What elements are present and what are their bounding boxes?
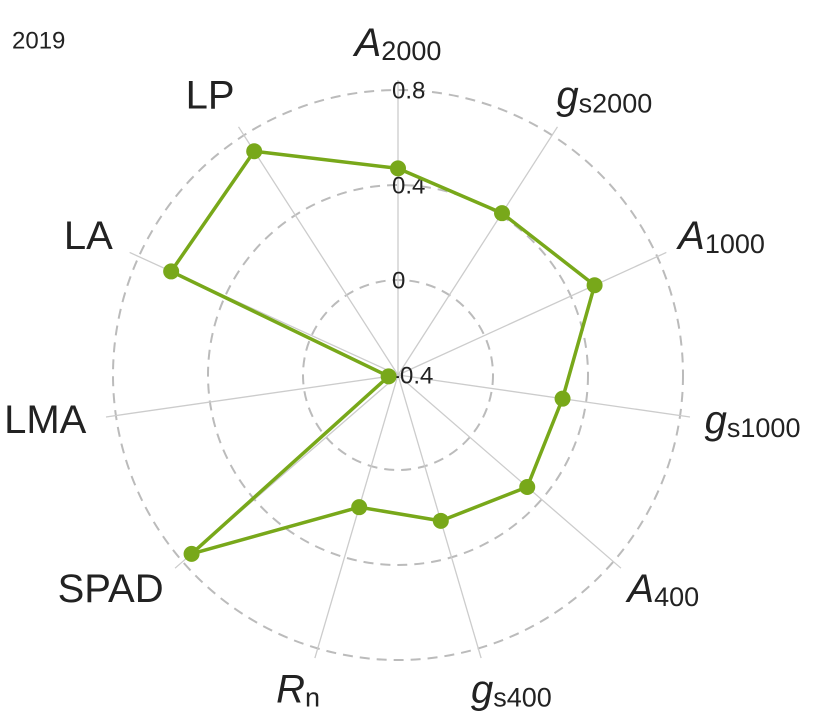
axis-label: gs1000 [705, 398, 801, 444]
data-point [183, 545, 200, 562]
data-point [432, 512, 449, 529]
data-point [163, 263, 180, 280]
axis-label-main: g [556, 73, 578, 117]
data-point [586, 277, 603, 294]
axis-label: LMA [4, 398, 87, 442]
data-point [554, 390, 571, 407]
axis-label: LA [64, 213, 113, 257]
axis-label: Rn [276, 667, 320, 713]
r-tick-label: -0.4 [392, 362, 433, 389]
axis-label: gs400 [471, 667, 552, 713]
axis-label-main: A [676, 213, 705, 257]
axis-label: SPAD [58, 567, 164, 611]
axis-label-main: LA [64, 213, 113, 257]
grid-circle [112, 89, 684, 661]
spoke [397, 374, 622, 569]
spoke [397, 126, 559, 376]
axis-label-main: SPAD [58, 567, 164, 611]
data-point [494, 205, 511, 222]
axis-label-main: R [276, 667, 305, 711]
spoke [397, 374, 691, 418]
axis-label: A400 [625, 567, 699, 613]
axis-label-sub: 1000 [705, 229, 765, 259]
axis-label-main: g [471, 667, 493, 711]
data-point [246, 143, 263, 160]
axis-label-sub: 400 [654, 582, 699, 612]
data-line [169, 149, 597, 556]
spoke [397, 251, 667, 376]
axis-label: LP [186, 73, 235, 117]
spoke [105, 374, 399, 418]
axis-label-main: A [353, 21, 382, 65]
data-point [351, 499, 368, 516]
axis-label-sub: n [305, 683, 320, 713]
r-tick-label: 0 [392, 267, 405, 294]
axis-label-main: g [705, 398, 727, 442]
r-tick-label: 0.8 [392, 77, 425, 104]
axis-label: A1000 [676, 213, 765, 259]
data-point [390, 160, 406, 177]
axis-label-main: LP [186, 73, 235, 117]
axis-label-sub: 2000 [381, 36, 441, 66]
axis-label-main: A [625, 567, 654, 611]
spoke [237, 126, 399, 376]
data-point [519, 478, 536, 495]
axis-label: A2000 [353, 21, 442, 67]
grid-circle [207, 184, 589, 566]
axis-label: gs2000 [556, 73, 652, 119]
axis-label-sub: s2000 [579, 89, 653, 119]
axis-label-sub: s1000 [727, 413, 801, 443]
chart-title: 2019 [12, 27, 65, 54]
axis-label-sub: s400 [493, 683, 552, 713]
data-point [380, 368, 397, 385]
spoke [314, 374, 399, 659]
axis-label-main: LMA [4, 398, 87, 442]
